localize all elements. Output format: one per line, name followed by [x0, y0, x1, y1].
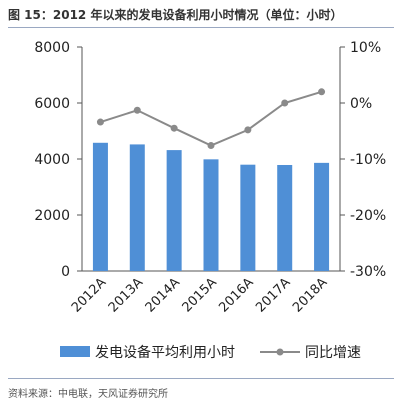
growth-point-2016A	[244, 126, 252, 134]
x-tick-label-2016A: 2016A	[216, 275, 256, 315]
growth-point-2018A	[318, 88, 326, 96]
bar-2017A	[277, 164, 293, 271]
bar-2013A	[129, 144, 145, 271]
x-tick-label-2017A: 2017A	[253, 275, 293, 315]
y-right-tick-label: 0%	[350, 96, 372, 112]
bar-2016A	[240, 164, 256, 271]
x-tick-label-2013A: 2013A	[106, 275, 146, 315]
bar-2018A	[314, 162, 330, 271]
growth-point-2012A	[96, 118, 104, 126]
figure-title: 图 15：2012 年以来的发电设备利用小时情况（单位：小时）	[8, 8, 343, 22]
y-left-tick-label: 6000	[34, 96, 70, 112]
bar-2012A	[92, 142, 108, 271]
growth-point-2015A	[207, 142, 215, 150]
y-right-tick-label: -10%	[350, 152, 386, 168]
y-left-tick-label: 4000	[34, 152, 70, 168]
growth-point-2017A	[281, 99, 289, 107]
bar-2015A	[203, 159, 219, 271]
legend-bar-label: 发电设备平均利用小时	[95, 344, 235, 361]
x-tick-label-2012A: 2012A	[69, 275, 109, 315]
source-note: 资料来源：中电联，天风证券研究所	[8, 389, 168, 400]
y-right-tick-label: -20%	[350, 208, 386, 224]
bar-2014A	[166, 150, 182, 271]
y-left-tick-label: 0	[61, 264, 70, 280]
y-left-tick-label: 2000	[34, 208, 70, 224]
x-tick-label-2014A: 2014A	[143, 275, 183, 315]
growth-point-2014A	[170, 124, 178, 132]
title-divider	[8, 27, 394, 28]
source-divider	[8, 378, 394, 379]
combo-chart: 02000400060008000-30%-20%-10%0%10%2012A2…	[34, 40, 386, 361]
y-right-tick-label: 10%	[350, 40, 381, 56]
legend-line-label: 同比增速	[305, 345, 361, 361]
y-right-tick-label: -30%	[350, 264, 386, 280]
legend-line-marker	[276, 348, 284, 356]
x-tick-label-2018A: 2018A	[290, 275, 330, 315]
growth-line	[100, 90, 322, 147]
x-tick-label-2015A: 2015A	[180, 275, 220, 315]
growth-point-2013A	[133, 106, 141, 114]
legend-bar-swatch	[60, 346, 90, 357]
y-left-tick-label: 8000	[34, 40, 70, 56]
